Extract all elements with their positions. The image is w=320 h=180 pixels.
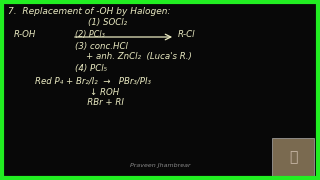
Text: ↓ ROH: ↓ ROH bbox=[35, 88, 119, 97]
Text: RBr + RI: RBr + RI bbox=[35, 98, 124, 107]
Text: (2) PCl₃: (2) PCl₃ bbox=[75, 30, 105, 39]
Text: (1) SOCl₂: (1) SOCl₂ bbox=[88, 18, 127, 27]
Text: 7.  Replacement of -OH by Halogen:: 7. Replacement of -OH by Halogen: bbox=[8, 7, 171, 16]
Text: Red P₄ + Br₂/I₂  →   PBr₃/PI₃: Red P₄ + Br₂/I₂ → PBr₃/PI₃ bbox=[35, 77, 151, 86]
Text: R-OH: R-OH bbox=[14, 30, 36, 39]
Text: Praveen Jhambrear: Praveen Jhambrear bbox=[130, 163, 190, 168]
Text: R-Cl: R-Cl bbox=[178, 30, 196, 39]
Text: 👤: 👤 bbox=[289, 150, 297, 164]
Text: (4) PCl₅: (4) PCl₅ bbox=[75, 64, 107, 73]
Bar bbox=[272, 138, 314, 176]
Text: + anh. ZnCl₂  (Luca's R.): + anh. ZnCl₂ (Luca's R.) bbox=[75, 52, 192, 61]
Text: (3) conc.HCl: (3) conc.HCl bbox=[75, 42, 128, 51]
